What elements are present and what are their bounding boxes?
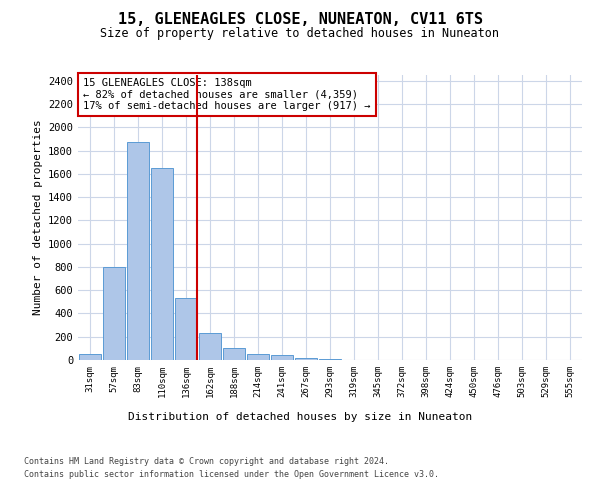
Text: Distribution of detached houses by size in Nuneaton: Distribution of detached houses by size … — [128, 412, 472, 422]
Text: 15 GLENEAGLES CLOSE: 138sqm
← 82% of detached houses are smaller (4,359)
17% of : 15 GLENEAGLES CLOSE: 138sqm ← 82% of det… — [83, 78, 371, 111]
Bar — [199, 333, 221, 360]
Bar — [103, 267, 125, 360]
Bar — [223, 348, 245, 360]
Y-axis label: Number of detached properties: Number of detached properties — [32, 120, 43, 316]
Bar — [175, 298, 197, 360]
Text: Contains HM Land Registry data © Crown copyright and database right 2024.: Contains HM Land Registry data © Crown c… — [24, 458, 389, 466]
Text: Contains public sector information licensed under the Open Government Licence v3: Contains public sector information licen… — [24, 470, 439, 479]
Bar — [295, 358, 317, 360]
Bar — [247, 354, 269, 360]
Text: Size of property relative to detached houses in Nuneaton: Size of property relative to detached ho… — [101, 28, 499, 40]
Bar — [151, 168, 173, 360]
Text: 15, GLENEAGLES CLOSE, NUNEATON, CV11 6TS: 15, GLENEAGLES CLOSE, NUNEATON, CV11 6TS — [118, 12, 482, 28]
Bar — [271, 356, 293, 360]
Bar — [79, 354, 101, 360]
Bar — [127, 142, 149, 360]
